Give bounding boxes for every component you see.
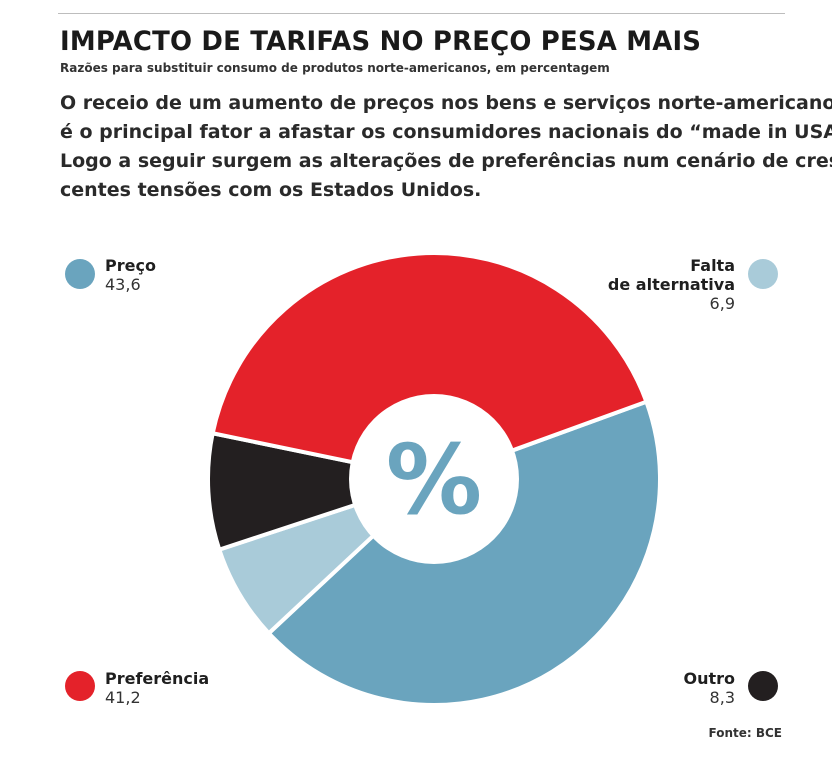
legend-value: 8,3 — [709, 688, 735, 707]
legend-label: de alternativa — [607, 275, 735, 294]
lead-line: Logo a seguir surgem as alterações de pr… — [60, 150, 832, 172]
lead-line: centes tensões com os Estados Unidos. — [60, 179, 482, 201]
lead-paragraph: O receio de um aumento de preços nos ben… — [60, 89, 832, 205]
legend-label: Preferência — [105, 669, 210, 688]
legend-value: 41,2 — [105, 688, 141, 707]
legend-label: Preço — [105, 256, 156, 275]
legend-value: 6,9 — [709, 294, 735, 313]
legend-swatch-preco — [65, 259, 95, 289]
legend-falta-alternativa: Falta de alternativa 6,9 — [608, 256, 735, 313]
legend-outro: Outro 8,3 — [683, 669, 735, 707]
chart-subtitle: Razões para substituir consumo de produt… — [60, 61, 610, 75]
chart-title: IMPACTO DE TARIFAS NO PREÇO PESA MAIS — [60, 26, 702, 57]
legend-swatch-outro — [748, 671, 778, 701]
lead-line: O receio de um aumento de preços nos ben… — [60, 92, 832, 114]
legend-swatch-falta-alternativa — [748, 259, 778, 289]
legend-swatch-preferencia — [65, 671, 95, 701]
donut-slice — [210, 251, 649, 481]
center-percent-label: % — [386, 424, 482, 536]
legend-label: Outro — [683, 669, 735, 688]
legend-preco: Preço 43,6 — [105, 256, 156, 294]
top-rule — [58, 13, 785, 14]
lead-line: é o principal fator a afastar os consumi… — [60, 121, 832, 143]
legend-preferencia: Preferência 41,2 — [105, 669, 209, 707]
source-note: Fonte: BCE — [708, 726, 783, 740]
legend-label: Falta — [690, 256, 735, 275]
legend-value: 43,6 — [105, 275, 141, 294]
donut-slice — [206, 431, 436, 552]
donut-hole — [349, 394, 519, 564]
